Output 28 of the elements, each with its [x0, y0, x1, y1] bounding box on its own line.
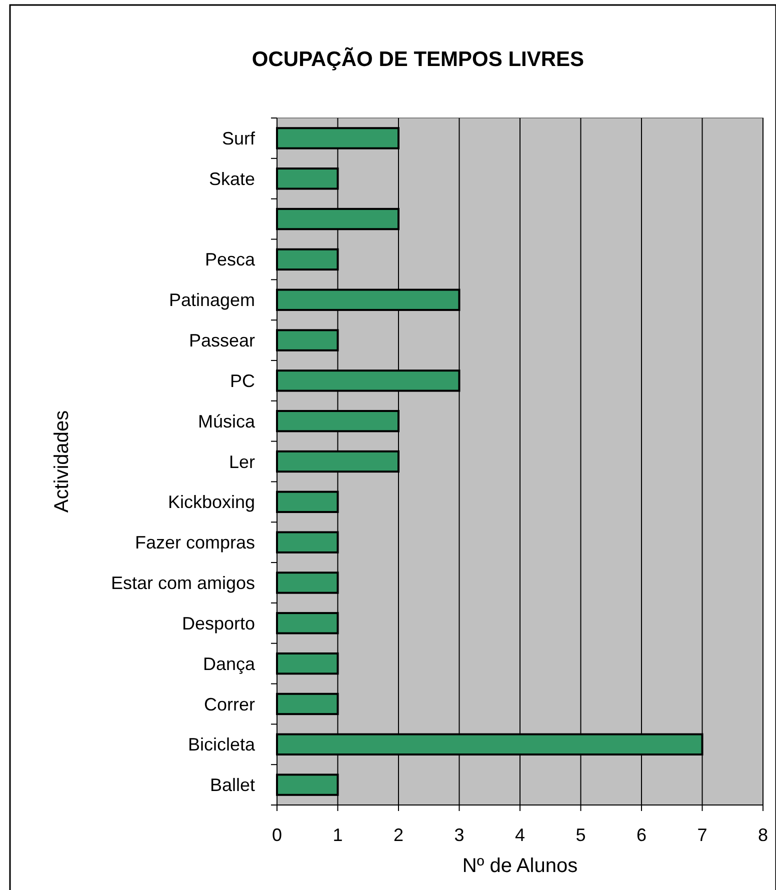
y-tick-label: Fazer compras: [134, 532, 255, 553]
x-tick-label: 1: [332, 825, 343, 845]
x-tick-label: 7: [697, 825, 708, 845]
y-tick-label: Bicicleta: [188, 734, 256, 755]
y-tick-label: Patinagem: [168, 290, 255, 310]
y-tick-label: Ler: [228, 452, 256, 472]
y-tick-label: Kickboxing: [168, 492, 255, 512]
y-tick-label: Passear: [188, 330, 255, 351]
x-tick-label: 6: [636, 825, 647, 845]
y-tick-label: Pesca: [204, 250, 256, 270]
chart-title: OCUPAÇÃO DE TEMPOS LIVRES: [252, 47, 584, 71]
y-tick-label: Estar com amigos: [110, 573, 255, 594]
x-tick-label: 5: [576, 825, 586, 845]
y-tick-label: Correr: [204, 694, 255, 714]
x-tick-label: 2: [393, 825, 404, 845]
y-tick-label: Dança: [202, 654, 256, 674]
x-tick-label: 4: [514, 825, 526, 845]
y-tick-label: Skate: [208, 168, 255, 189]
x-tick-label: 3: [454, 825, 464, 845]
y-tick-label: Surf: [222, 128, 256, 149]
y-tick-label: PC: [230, 370, 255, 391]
y-axis-title: Actividades: [51, 410, 73, 513]
x-tick-label: 8: [758, 825, 768, 845]
y-tick-label: Ballet: [210, 775, 255, 796]
y-tick-label: Música: [198, 411, 256, 432]
x-tick-label: 0: [272, 825, 282, 845]
y-tick-label: Desporto: [182, 613, 255, 634]
x-axis-title: Nº de Alunos: [462, 855, 578, 877]
